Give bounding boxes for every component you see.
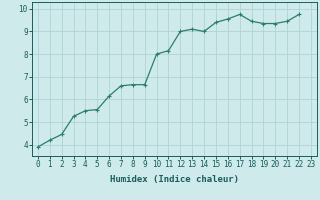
X-axis label: Humidex (Indice chaleur): Humidex (Indice chaleur)	[110, 175, 239, 184]
